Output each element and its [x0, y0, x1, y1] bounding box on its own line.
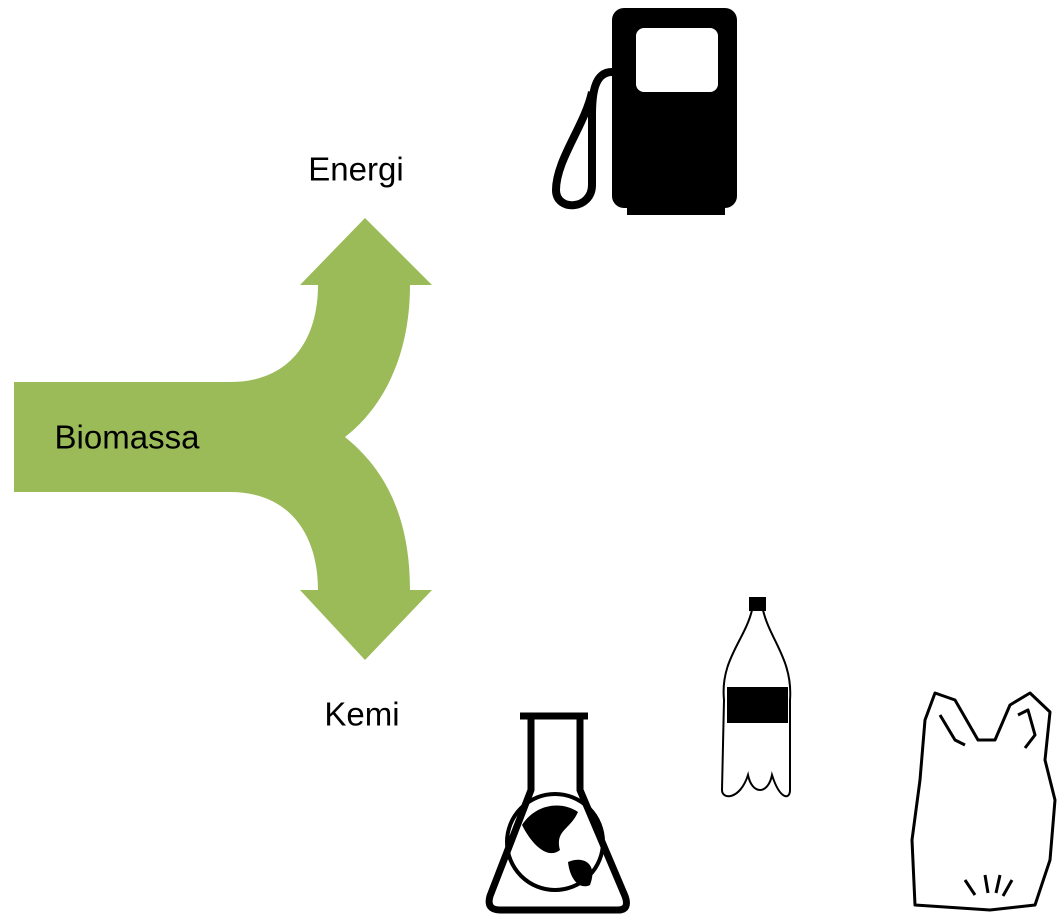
- diagram: Biomassa Energi Kemi: [0, 0, 1057, 917]
- energi-label: Energi: [308, 151, 403, 188]
- bottle-icon: [722, 598, 790, 796]
- plastic-bag-icon: [912, 693, 1055, 910]
- kemi-label: Kemi: [324, 696, 399, 733]
- flask-icon: [489, 716, 626, 910]
- fuel-pump-icon: [556, 8, 737, 215]
- biomassa-label: Biomassa: [55, 419, 201, 456]
- page: Biomassa Energi Kemi (() => { const data…: [0, 0, 1057, 917]
